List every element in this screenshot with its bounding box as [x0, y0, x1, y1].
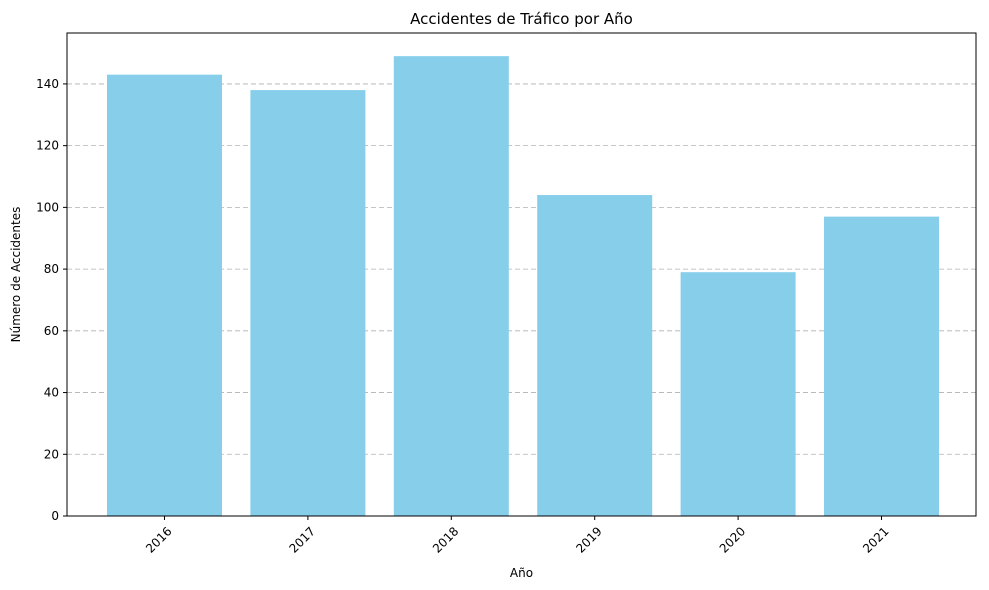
chart-title: Accidentes de Tráfico por Año: [410, 10, 633, 28]
x-axis-ticks: 2016 2017 2018 2019 2020 2021: [143, 516, 892, 556]
y-tick-label: 40: [44, 386, 59, 400]
x-tick-label: 2018: [430, 524, 461, 555]
y-tick-label: 120: [36, 139, 59, 153]
bar-2016: [107, 74, 222, 516]
x-tick-label: 2017: [287, 524, 318, 555]
y-tick-label: 0: [51, 509, 59, 523]
y-tick-label: 20: [44, 447, 59, 461]
bar-2020: [680, 272, 796, 516]
x-tick-label: 2016: [143, 524, 174, 555]
x-tick-label: 2021: [860, 524, 891, 555]
bar-2018: [393, 56, 509, 516]
x-tick-label: 2019: [573, 524, 604, 555]
y-axis-label: Número de Accidentes: [9, 207, 23, 343]
y-tick-label: 140: [36, 77, 59, 91]
y-tick-label: 80: [44, 262, 59, 276]
bar-2019: [537, 195, 653, 516]
y-tick-label: 60: [44, 324, 59, 338]
y-axis-ticks: 0 20 40 60 80 100 120 140: [36, 77, 67, 523]
x-tick-label: 2020: [717, 524, 748, 555]
bar-2021: [824, 216, 939, 517]
x-axis-label: Año: [510, 566, 533, 580]
y-tick-label: 100: [36, 200, 59, 214]
plot-frame: [66, 32, 977, 517]
bar-2017: [250, 90, 366, 516]
bars: [107, 56, 939, 517]
